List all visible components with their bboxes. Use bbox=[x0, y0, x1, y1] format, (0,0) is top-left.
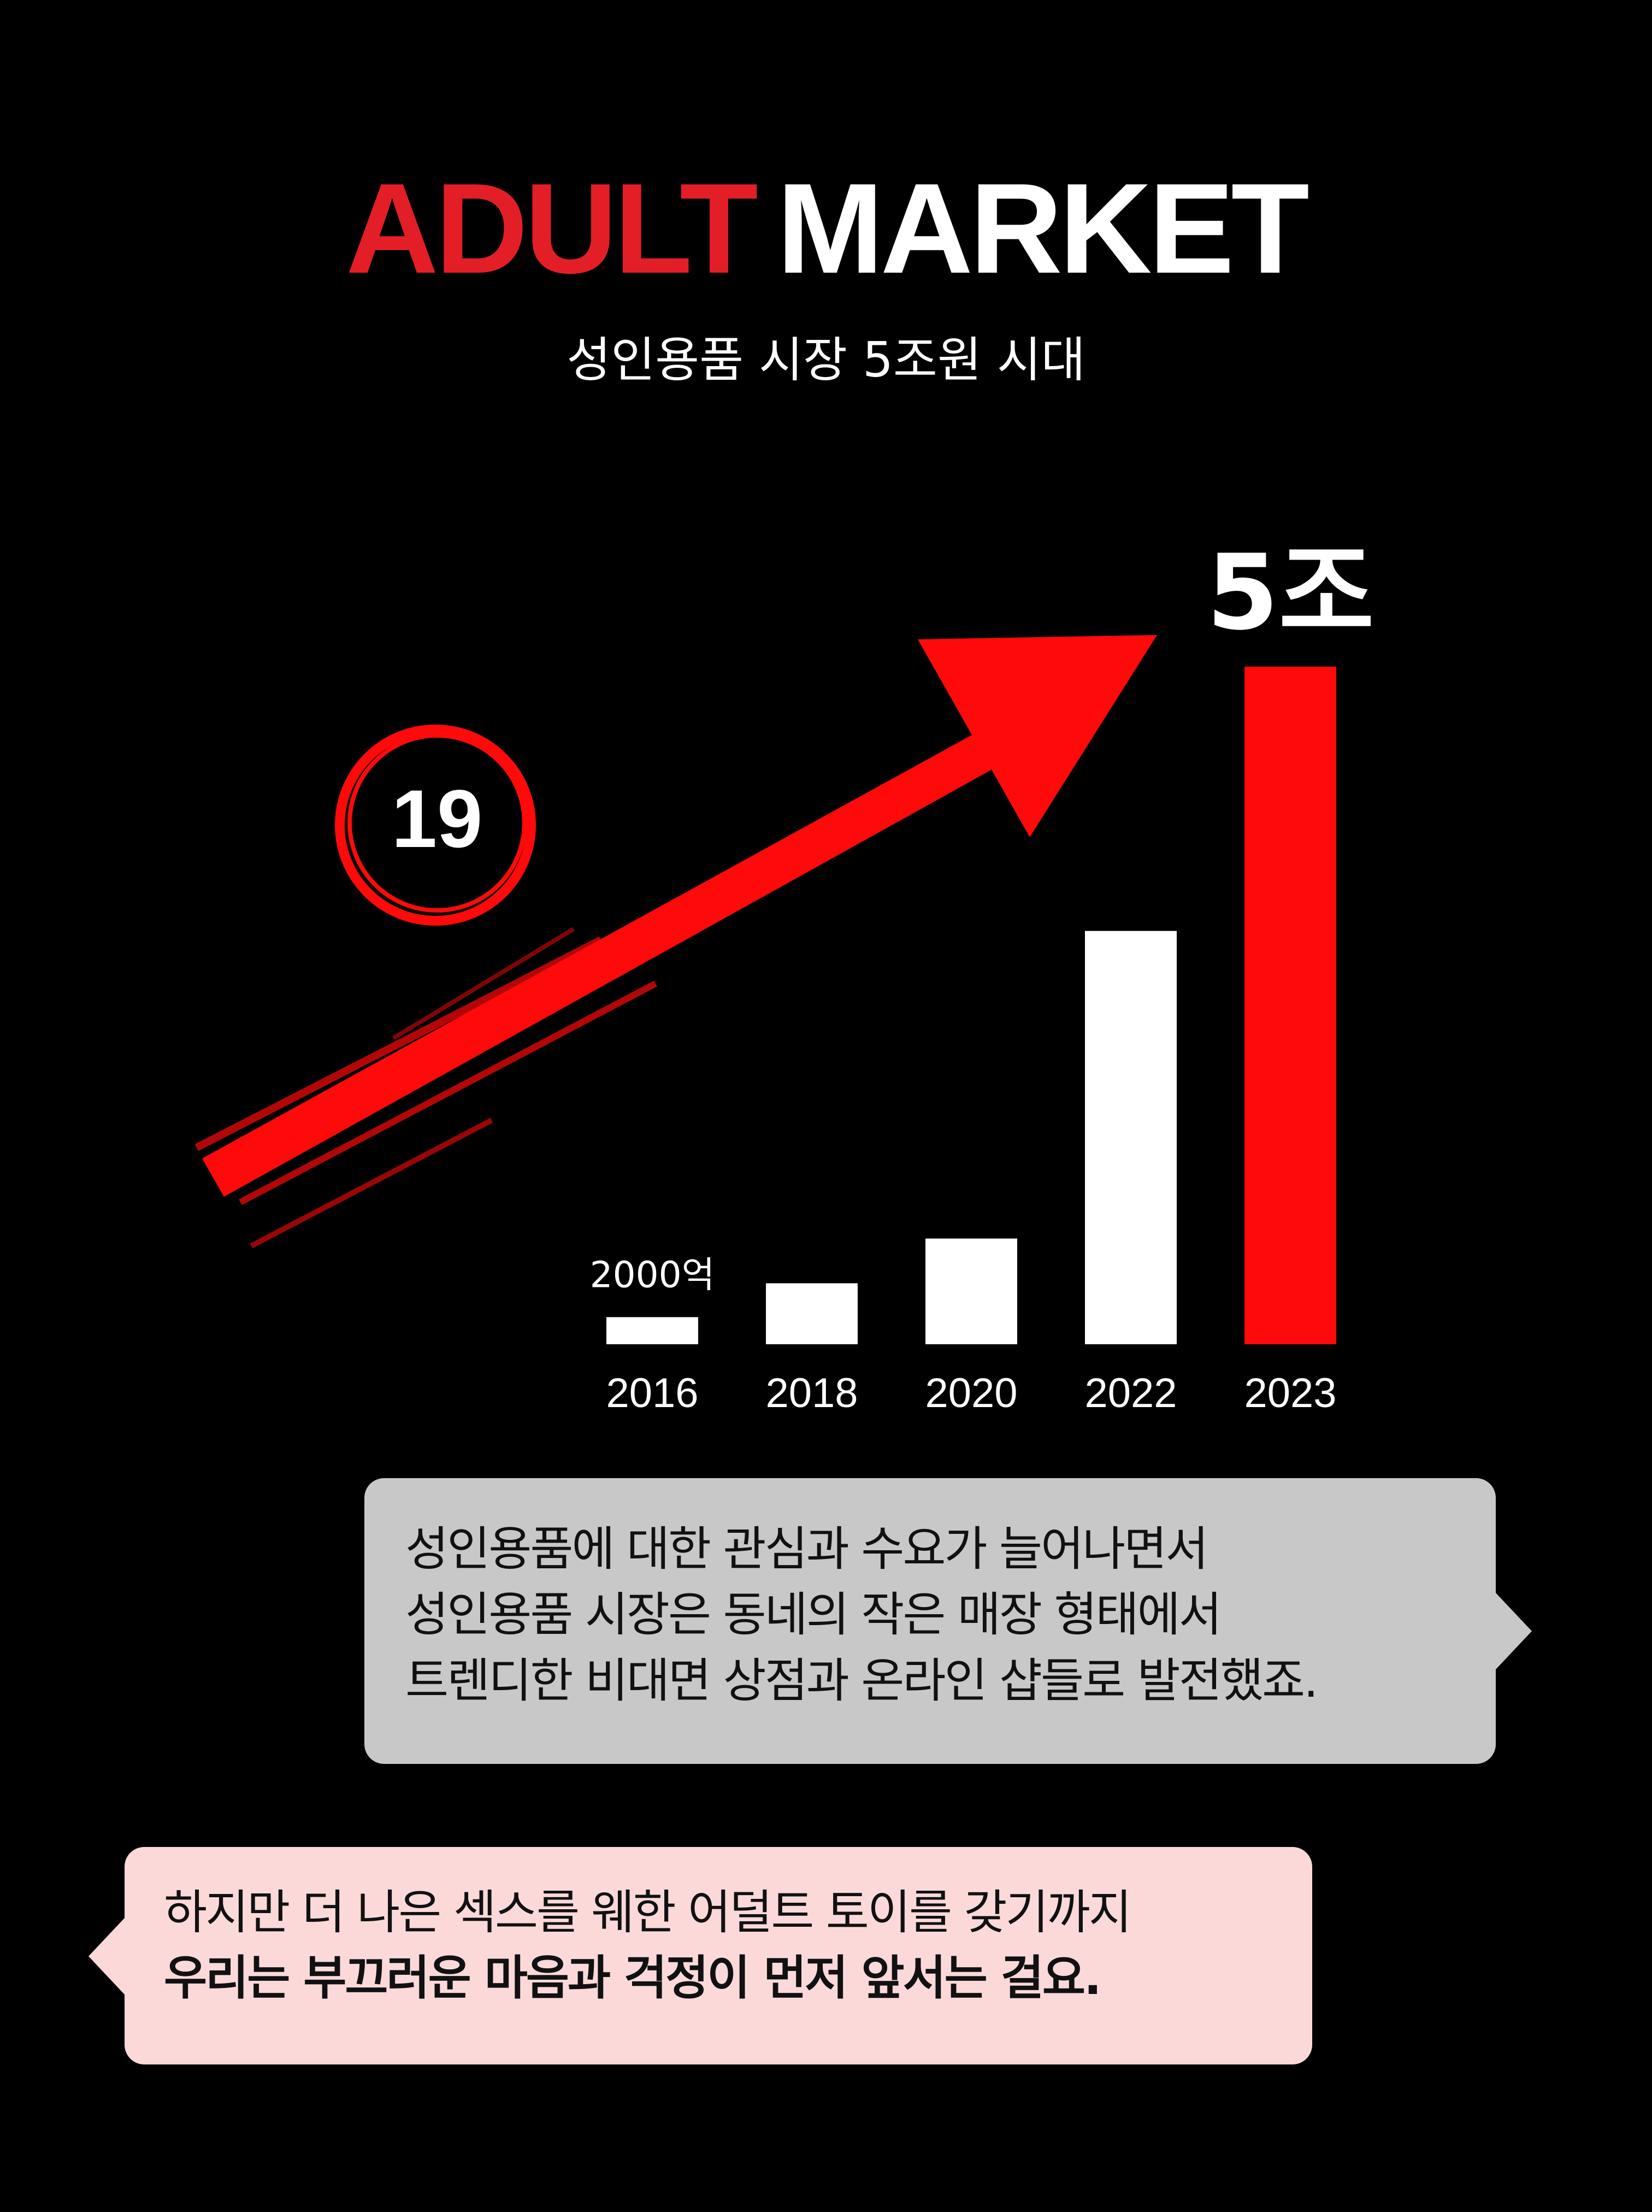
page-subtitle: 성인용품 시장 5조원 시대 bbox=[567, 332, 1085, 388]
title-market: MARKET bbox=[776, 156, 1309, 300]
bar-2018 bbox=[766, 1283, 858, 1344]
bubble2-line1: 하지만 더 나은 섹스를 웨한 어덜트 토이를 갖기까지 bbox=[164, 1885, 1132, 1940]
bubble1-line1: 성인용품에 대한 관심과 수요가 늘어나면서 bbox=[405, 1522, 1209, 1576]
trend-arrow-icon bbox=[194, 635, 1157, 1249]
market-bar-chart: 19 2016 2000억 2018 2020 2022 2023 5조 bbox=[194, 532, 1374, 1416]
badge-label: 19 bbox=[392, 773, 483, 864]
tick-label-2020: 2020 bbox=[925, 1370, 1017, 1416]
tick-label-2016: 2016 bbox=[606, 1370, 698, 1416]
speech-bubble-pink: 하지만 더 나은 섹스를 웨한 어덜트 토이를 갖기까지 우리는 부끄러운 마음… bbox=[88, 1847, 1312, 2064]
bar-2016 bbox=[606, 1317, 698, 1344]
tick-label-2023: 2023 bbox=[1244, 1370, 1336, 1416]
bar-2023 bbox=[1244, 667, 1336, 1344]
bubble1-line2: 성인용품 시장은 동네의 작은 매장 형태에서 bbox=[405, 1587, 1222, 1643]
speech-bubble-gray: 성인용품에 대한 관심과 수요가 늘어나면서 성인용품 시장은 동네의 작은 매… bbox=[364, 1478, 1532, 1764]
bar-2022 bbox=[1085, 931, 1177, 1344]
tick-label-2018: 2018 bbox=[765, 1370, 858, 1416]
title-adult: ADULT bbox=[346, 156, 758, 300]
bar-2020 bbox=[925, 1238, 1017, 1344]
bars-group: 2016 2000억 2018 2020 2022 2023 5조 bbox=[590, 532, 1374, 1416]
bubble-tail-left bbox=[88, 1918, 125, 1995]
page-title: ADULT MARKET bbox=[0, 164, 1652, 292]
data-label-2016: 2000억 bbox=[590, 1254, 715, 1296]
bubble1-line3: 트렌디한 비대면 상점과 온라인 샵들로 발전했죠. bbox=[405, 1653, 1318, 1708]
tick-label-2022: 2022 bbox=[1084, 1370, 1177, 1416]
data-label-2023: 5조 bbox=[1206, 532, 1374, 653]
bubble-tail-right bbox=[1496, 1593, 1532, 1669]
age-19-badge: 19 bbox=[335, 725, 536, 926]
bubble2-line2: 우리는 부끄러운 마음과 걱정이 먼저 앞서는 걸요. bbox=[164, 1951, 1102, 2006]
